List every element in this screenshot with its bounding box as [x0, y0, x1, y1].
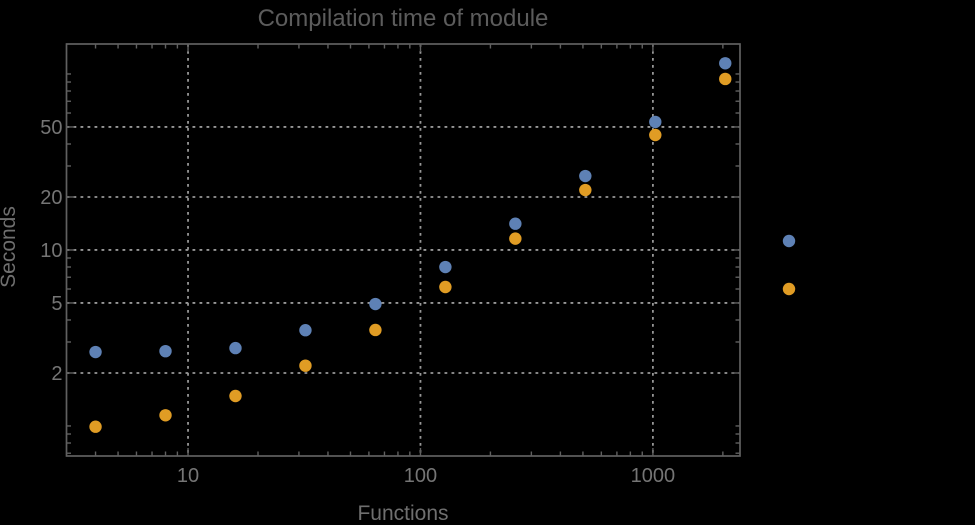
- data-point-series-blue: [89, 345, 102, 359]
- data-point-series-blue: [579, 169, 592, 183]
- data-point-series-orange: [229, 389, 242, 403]
- data-point-series-blue: [229, 341, 242, 355]
- data-point-series-orange: [89, 420, 102, 433]
- data-point-series-orange: [649, 128, 662, 142]
- chart-title: Compilation time of module: [257, 5, 549, 32]
- data-point-series-blue: [649, 115, 662, 129]
- data-point-series-orange: [719, 72, 732, 86]
- legend-marker-series-orange: [782, 282, 796, 296]
- x-tick-label: 1000: [631, 465, 676, 487]
- data-point-series-orange: [299, 359, 312, 372]
- data-point-series-orange: [159, 409, 172, 422]
- data-point-series-blue: [439, 260, 452, 274]
- y-tick-label: 10: [40, 240, 62, 262]
- data-point-series-blue: [719, 57, 732, 70]
- data-point-series-orange: [579, 183, 592, 197]
- y-tick-label: 20: [40, 187, 62, 209]
- data-point-series-orange: [439, 280, 452, 294]
- x-axis-title: Functions: [357, 502, 449, 525]
- data-point-series-blue: [509, 217, 522, 230]
- data-point-series-blue: [299, 324, 312, 337]
- y-tick-label: 50: [40, 117, 62, 139]
- data-point-series-orange: [369, 323, 382, 337]
- x-tick-label: 100: [404, 465, 437, 487]
- x-tick-label: 10: [177, 465, 199, 487]
- data-point-series-blue: [369, 297, 382, 311]
- data-point-series-blue: [159, 344, 172, 358]
- legend-marker-series-blue: [782, 234, 796, 248]
- y-tick-label: 5: [51, 293, 62, 315]
- y-tick-label: 2: [51, 363, 62, 385]
- data-point-series-orange: [509, 232, 522, 245]
